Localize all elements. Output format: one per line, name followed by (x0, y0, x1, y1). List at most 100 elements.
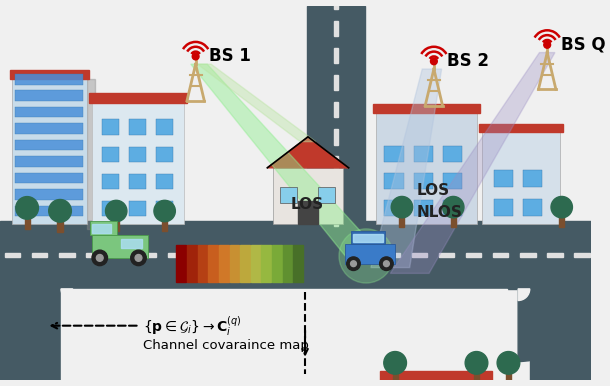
Bar (102, 147, 119, 162)
Text: BS 1: BS 1 (209, 47, 251, 66)
Bar (293, 245, 303, 282)
Bar (334, 129, 338, 145)
Bar (272, 245, 282, 282)
Circle shape (96, 254, 103, 261)
Bar (400, 215, 404, 227)
Bar (379, 371, 492, 380)
Bar (59, 253, 74, 257)
Bar (392, 372, 398, 384)
Bar (219, 245, 229, 282)
Bar (351, 231, 386, 244)
Bar (129, 174, 146, 189)
Bar (307, 6, 365, 221)
Bar (15, 140, 84, 151)
Bar (483, 132, 560, 224)
Polygon shape (191, 64, 390, 264)
Bar (382, 380, 489, 386)
Bar (240, 245, 250, 282)
Bar (89, 93, 187, 103)
Circle shape (384, 261, 389, 267)
Bar (523, 170, 542, 187)
Bar (373, 104, 480, 113)
Bar (443, 200, 462, 216)
Circle shape (442, 196, 464, 218)
Bar (0, 221, 590, 289)
Bar (494, 199, 513, 216)
Bar (251, 245, 260, 282)
Bar (92, 235, 148, 258)
Bar (283, 245, 292, 282)
Bar (466, 253, 481, 257)
Bar (443, 146, 462, 162)
Wedge shape (518, 289, 590, 362)
Bar (92, 103, 184, 224)
Bar (384, 253, 400, 257)
Circle shape (551, 196, 572, 218)
Bar (384, 200, 404, 216)
Bar (280, 187, 297, 203)
Bar (414, 173, 433, 189)
Bar (208, 245, 218, 282)
Bar (87, 79, 95, 229)
Polygon shape (371, 69, 442, 267)
Bar (262, 245, 271, 282)
Bar (129, 147, 146, 162)
Bar (474, 372, 479, 384)
Text: LOS: LOS (417, 183, 450, 198)
Bar (479, 124, 562, 132)
Circle shape (131, 250, 146, 266)
Bar (113, 253, 129, 257)
Bar (61, 289, 506, 380)
Text: BS 2: BS 2 (448, 52, 489, 70)
Bar (334, 210, 338, 226)
Bar (15, 107, 84, 117)
Bar (318, 187, 335, 203)
Circle shape (351, 261, 356, 267)
Bar (559, 215, 564, 227)
Circle shape (154, 200, 175, 222)
Bar (574, 253, 590, 257)
Bar (222, 253, 237, 257)
Bar (24, 217, 30, 229)
Bar (334, 48, 338, 63)
Bar (345, 244, 395, 264)
Circle shape (92, 250, 107, 266)
Bar (156, 174, 173, 189)
Circle shape (339, 229, 393, 283)
Bar (384, 146, 404, 162)
Circle shape (106, 200, 127, 222)
Bar (249, 253, 264, 257)
Circle shape (544, 41, 551, 48)
Bar (273, 168, 343, 224)
Bar (15, 156, 84, 167)
Bar (229, 245, 239, 282)
Bar (0, 289, 61, 380)
Wedge shape (0, 289, 73, 362)
Circle shape (379, 257, 393, 271)
Wedge shape (518, 289, 529, 300)
Bar (92, 224, 112, 233)
Text: LOS: LOS (290, 198, 324, 212)
Bar (129, 201, 146, 216)
Circle shape (384, 352, 406, 374)
Bar (520, 253, 536, 257)
Bar (412, 253, 427, 257)
Bar (15, 206, 84, 216)
Bar (298, 201, 318, 224)
Bar (15, 189, 84, 200)
Bar (493, 253, 509, 257)
Bar (90, 221, 117, 235)
Bar (102, 201, 119, 216)
Bar (15, 74, 84, 85)
Bar (334, 156, 338, 172)
Text: $\{\mathbf{p} \in \mathcal{G}_i\} \rightarrow \mathbf{C}_i^{(q)}$: $\{\mathbf{p} \in \mathcal{G}_i\} \right… (143, 314, 242, 338)
Wedge shape (61, 289, 73, 300)
Bar (334, 20, 338, 36)
Circle shape (497, 352, 520, 374)
Bar (129, 119, 146, 135)
Circle shape (431, 58, 437, 65)
Text: Channel covaraince map: Channel covaraince map (143, 339, 309, 352)
Bar (15, 123, 84, 134)
Bar (334, 75, 338, 90)
Bar (529, 289, 590, 380)
